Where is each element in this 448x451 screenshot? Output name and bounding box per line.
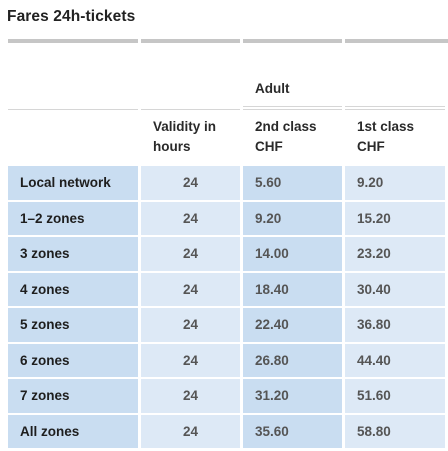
- header-rule-segment: [8, 39, 138, 43]
- header-blank-cell: [8, 46, 138, 107]
- second-class-price-cell: 26.80: [243, 343, 342, 377]
- zone-cell: 4 zones: [8, 272, 138, 306]
- validity-cell: 24: [141, 272, 240, 306]
- first-class-price-cell: 44.40: [345, 343, 445, 377]
- second-class-price-cell: 35.60: [243, 414, 342, 448]
- second-class-price-cell: 5.60: [243, 166, 342, 200]
- first-class-header-line2: CHF: [357, 139, 385, 154]
- validity-cell: 24: [141, 343, 240, 377]
- table-row: 7 zones 24 31.20 51.60: [8, 379, 445, 413]
- validity-cell: 24: [141, 414, 240, 448]
- zone-cell: 6 zones: [8, 343, 138, 377]
- first-class-price-cell: 23.20: [345, 237, 445, 271]
- first-class-price-cell: 58.80: [345, 414, 445, 448]
- header-blank-cell: [141, 46, 240, 107]
- validity-header-line1: Validity in: [153, 119, 217, 134]
- validity-cell: 24: [141, 379, 240, 413]
- table-row: 5 zones 24 22.40 36.80: [8, 308, 445, 342]
- column-header-row: Validity in hours 2nd class CHF 1st clas…: [8, 109, 445, 164]
- second-class-header-line1: 2nd class: [255, 119, 317, 134]
- zone-cell: All zones: [8, 414, 138, 448]
- validity-cell: 24: [141, 308, 240, 342]
- zone-cell: 5 zones: [8, 308, 138, 342]
- first-class-header-line1: 1st class: [357, 119, 415, 134]
- second-class-price-cell: 22.40: [243, 308, 342, 342]
- first-class-price-cell: 36.80: [345, 308, 445, 342]
- second-class-column-header: 2nd class CHF: [243, 109, 342, 164]
- validity-column-header: Validity in hours: [141, 109, 240, 164]
- second-class-price-cell: 18.40: [243, 272, 342, 306]
- adult-group-header-ext: [345, 46, 445, 107]
- first-class-price-cell: 30.40: [345, 272, 445, 306]
- validity-cell: 24: [141, 237, 240, 271]
- table-row: 1–2 zones 24 9.20 15.20: [8, 201, 445, 235]
- zone-cell: 1–2 zones: [8, 201, 138, 235]
- first-class-price-cell: 9.20: [345, 166, 445, 200]
- header-rule-segment: [141, 39, 240, 43]
- second-class-header-line2: CHF: [255, 139, 283, 154]
- first-class-price-cell: 15.20: [345, 201, 445, 235]
- second-class-price-cell: 14.00: [243, 237, 342, 271]
- header-rule: [8, 39, 448, 43]
- zone-cell: 7 zones: [8, 379, 138, 413]
- page-title: Fares 24h-tickets: [7, 8, 136, 25]
- table-row: 4 zones 24 18.40 30.40: [8, 272, 445, 306]
- validity-cell: 24: [141, 201, 240, 235]
- zone-cell: 3 zones: [8, 237, 138, 271]
- second-class-price-cell: 31.20: [243, 379, 342, 413]
- table-row: Local network 24 5.60 9.20: [8, 166, 445, 200]
- validity-cell: 24: [141, 166, 240, 200]
- validity-header-line2: hours: [153, 139, 191, 154]
- first-class-price-cell: 51.60: [345, 379, 445, 413]
- zone-column-header: [8, 109, 138, 164]
- header-rule-segment: [345, 39, 448, 43]
- table-row: 6 zones 24 26.80 44.40: [8, 343, 445, 377]
- first-class-column-header: 1st class CHF: [345, 109, 445, 164]
- fares-table: Adult Validity in hours 2nd class CHF 1s…: [5, 44, 448, 450]
- table-row: All zones 24 35.60 58.80: [8, 414, 445, 448]
- zone-cell: Local network: [8, 166, 138, 200]
- second-class-price-cell: 9.20: [243, 201, 342, 235]
- adult-group-header: Adult: [243, 46, 342, 107]
- group-header-row: Adult: [8, 46, 445, 107]
- header-rule-segment: [243, 39, 342, 43]
- table-row: 3 zones 24 14.00 23.20: [8, 237, 445, 271]
